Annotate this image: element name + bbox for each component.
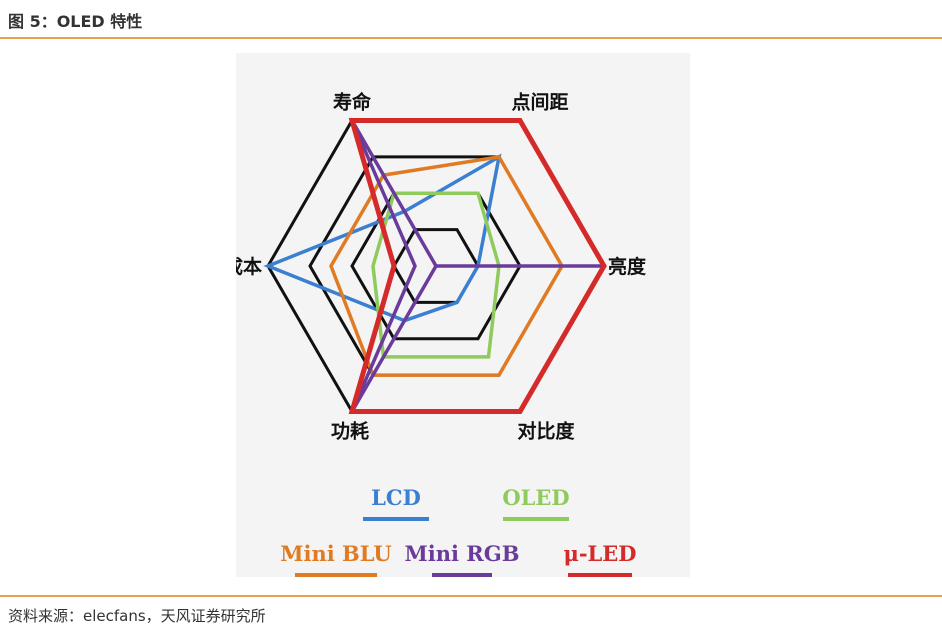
chart-legend: LCD OLED Mini BLU Mini RGB μ-LED xyxy=(280,485,637,577)
figure-title: 图 5：OLED 特性 xyxy=(8,12,143,31)
axis-label-0: 寿命 xyxy=(333,91,372,114)
axis-label-5: 成本 xyxy=(236,255,262,278)
series-mini-rgb-polygon xyxy=(350,119,604,413)
legend-label-0: LCD xyxy=(371,485,421,510)
source-note: 资料来源：elecfans，天风证券研究所 xyxy=(8,607,266,625)
legend-label-4: μ-LED xyxy=(563,541,636,566)
axis-label-3: 对比度 xyxy=(517,420,575,443)
series-mini-blu-polygon xyxy=(329,154,565,377)
axis-label-2: 亮度 xyxy=(608,255,647,278)
radar-series xyxy=(263,118,607,414)
series--led-polygon xyxy=(348,118,607,414)
axis-label-4: 功耗 xyxy=(331,421,369,443)
header-divider xyxy=(0,37,942,39)
legend-label-2: Mini BLU xyxy=(280,541,391,566)
legend-label-1: OLED xyxy=(502,485,569,510)
legend-label-3: Mini RGB xyxy=(405,541,520,566)
axis-label-1: 点间距 xyxy=(511,92,568,114)
footer-divider xyxy=(0,595,942,597)
series-oled-polygon xyxy=(371,191,501,359)
